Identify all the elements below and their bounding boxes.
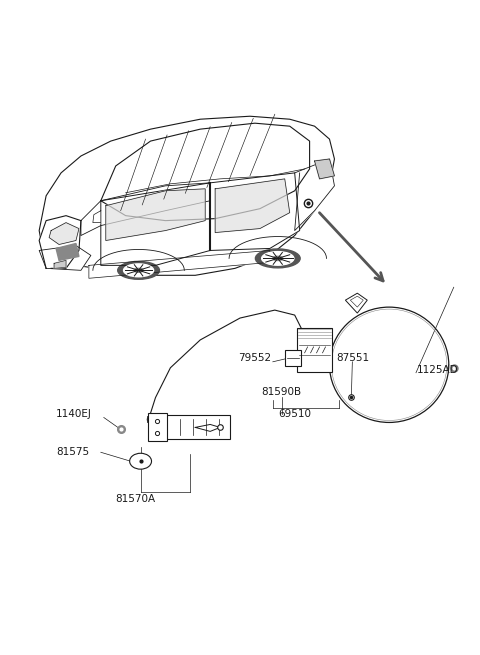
Ellipse shape <box>273 256 283 261</box>
Polygon shape <box>195 424 220 432</box>
FancyBboxPatch shape <box>297 328 333 372</box>
Polygon shape <box>81 183 210 236</box>
Text: 1140EJ: 1140EJ <box>56 409 92 419</box>
FancyBboxPatch shape <box>146 417 151 422</box>
Polygon shape <box>49 223 79 244</box>
Ellipse shape <box>118 261 159 279</box>
Polygon shape <box>314 159 335 179</box>
Polygon shape <box>106 189 205 240</box>
Polygon shape <box>39 246 91 271</box>
Ellipse shape <box>123 264 154 277</box>
FancyBboxPatch shape <box>147 413 168 441</box>
Polygon shape <box>89 250 270 278</box>
FancyBboxPatch shape <box>285 350 300 365</box>
Text: 81575: 81575 <box>56 447 89 457</box>
Ellipse shape <box>134 269 143 272</box>
Text: 79552: 79552 <box>239 353 272 363</box>
Text: 69510: 69510 <box>278 409 311 419</box>
Polygon shape <box>101 123 310 221</box>
Polygon shape <box>56 244 79 261</box>
Text: 81570A: 81570A <box>116 494 156 504</box>
Polygon shape <box>346 293 367 313</box>
Polygon shape <box>210 173 300 250</box>
Polygon shape <box>54 261 66 269</box>
FancyBboxPatch shape <box>166 415 230 440</box>
Polygon shape <box>215 179 290 233</box>
Ellipse shape <box>262 252 294 265</box>
Ellipse shape <box>130 453 152 469</box>
Text: 81590B: 81590B <box>262 386 302 397</box>
Polygon shape <box>39 116 335 275</box>
Ellipse shape <box>255 249 300 268</box>
Polygon shape <box>101 183 210 265</box>
Polygon shape <box>93 211 101 223</box>
Polygon shape <box>39 215 81 269</box>
Text: 87551: 87551 <box>336 353 369 363</box>
Polygon shape <box>295 159 335 231</box>
Text: 1125AD: 1125AD <box>417 365 458 375</box>
